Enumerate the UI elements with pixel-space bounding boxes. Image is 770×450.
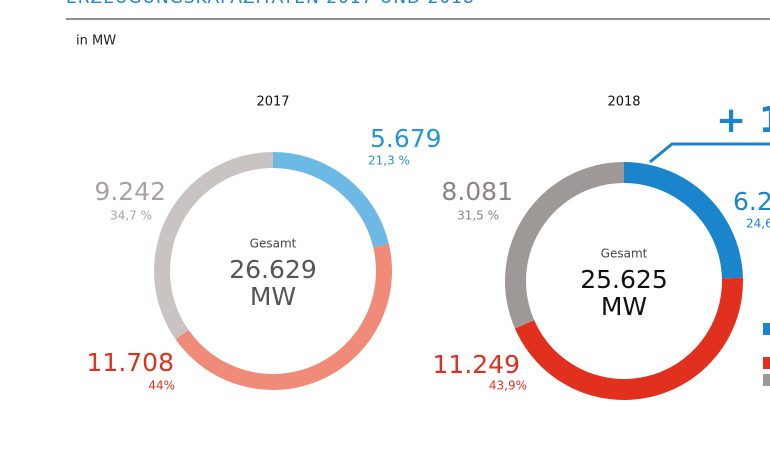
donut-segment xyxy=(154,152,273,340)
percent-label: 24,6 xyxy=(746,217,770,231)
unit: MW xyxy=(250,282,296,311)
value-label: 6.2 xyxy=(733,187,770,216)
subtitle: in MW xyxy=(76,34,116,49)
page-title: ERZEUGUNGSKAPAZITÄTEN 2017 UND 2018 xyxy=(66,0,475,8)
value-label: 8.081 xyxy=(441,177,513,206)
total: 26.629 xyxy=(229,255,316,284)
percent-label: 21,3 % xyxy=(368,154,410,168)
donut-segment xyxy=(514,277,744,401)
callout-line xyxy=(649,142,770,164)
center-label: Gesamt xyxy=(250,237,297,251)
percent-label: 44% xyxy=(148,379,175,393)
legend-swatch xyxy=(763,323,770,335)
center-label: Gesamt xyxy=(601,247,648,261)
annotation: + 1 xyxy=(716,100,770,141)
percent-label: 34,7 % xyxy=(110,209,152,223)
donut-segment xyxy=(505,162,624,329)
value-label: 5.679 xyxy=(370,124,442,153)
percent-label: 43,9% xyxy=(489,379,527,393)
legend-swatch xyxy=(763,357,770,369)
value-label: 11.249 xyxy=(433,350,520,379)
value-label: 11.708 xyxy=(87,348,174,377)
chart-title: 2017 xyxy=(256,95,289,110)
percent-label: 31,5 % xyxy=(457,209,499,223)
legend-swatch xyxy=(763,374,770,386)
unit: MW xyxy=(601,292,647,321)
donut-segment xyxy=(175,243,393,390)
value-label: 9.242 xyxy=(94,177,166,206)
donut-segment xyxy=(624,162,743,279)
total: 25.625 xyxy=(580,265,667,294)
chart-title: 2018 xyxy=(607,95,640,110)
donut-segment xyxy=(273,152,389,248)
